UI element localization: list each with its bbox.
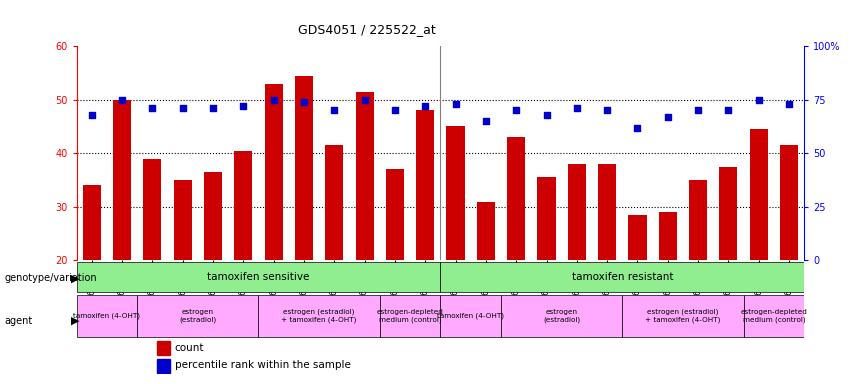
Point [691, 108, 705, 114]
Text: estrogen-depleted
medium (control): estrogen-depleted medium (control) [377, 309, 443, 323]
Bar [719, 167, 738, 260]
Bar [356, 92, 374, 260]
Bar [440, 295, 501, 337]
Point [448, 101, 462, 107]
Text: estrogen (estradiol)
+ tamoxifen (4-OHT): estrogen (estradiol) + tamoxifen (4-OHT) [282, 308, 357, 323]
Text: estrogen
(estradiol): estrogen (estradiol) [180, 309, 216, 323]
Bar [628, 215, 647, 260]
Point [570, 105, 584, 111]
Point [631, 124, 644, 131]
Text: estrogen (estradiol)
+ tamoxifen (4-OHT): estrogen (estradiol) + tamoxifen (4-OHT) [645, 308, 721, 323]
Text: ▶: ▶ [71, 273, 79, 283]
Bar [780, 145, 798, 260]
Point [176, 105, 190, 111]
Bar [598, 164, 616, 260]
Bar [113, 100, 131, 260]
Bar [157, 341, 169, 355]
Text: tamoxifen resistant: tamoxifen resistant [572, 272, 673, 282]
Bar [325, 145, 343, 260]
Bar [744, 295, 804, 337]
Text: count: count [174, 343, 204, 353]
Bar [477, 202, 495, 260]
Bar [568, 164, 585, 260]
Bar [259, 295, 380, 337]
Point [297, 99, 311, 105]
Bar [386, 169, 404, 260]
Bar [137, 295, 259, 337]
Point [752, 97, 766, 103]
Point [115, 97, 129, 103]
Point [357, 97, 371, 103]
Point [661, 114, 675, 120]
Text: estrogen-depleted
medium (control): estrogen-depleted medium (control) [740, 309, 808, 323]
Bar [622, 295, 744, 337]
Text: tamoxifen (4-OHT): tamoxifen (4-OHT) [73, 313, 140, 319]
Bar [501, 295, 622, 337]
Text: tamoxifen (4-OHT): tamoxifen (4-OHT) [437, 313, 504, 319]
Text: ▶: ▶ [71, 316, 79, 326]
Bar [174, 180, 191, 260]
Text: percentile rank within the sample: percentile rank within the sample [174, 360, 351, 370]
Bar [507, 137, 525, 260]
Text: genotype/variation: genotype/variation [4, 273, 97, 283]
Bar [294, 76, 313, 260]
Bar [538, 177, 556, 260]
Text: tamoxifen sensitive: tamoxifen sensitive [208, 272, 310, 282]
Bar [659, 212, 677, 260]
Bar [83, 185, 100, 260]
Point [206, 105, 220, 111]
Bar [204, 172, 222, 260]
Bar [416, 111, 434, 260]
Point [419, 103, 432, 109]
Text: estrogen
(estradiol): estrogen (estradiol) [543, 309, 580, 323]
Bar [380, 295, 440, 337]
Point [540, 112, 553, 118]
Bar [440, 262, 804, 292]
Text: GDS4051 / 225522_at: GDS4051 / 225522_at [298, 23, 436, 36]
Bar [689, 180, 707, 260]
Point [388, 108, 402, 114]
Bar [157, 359, 169, 372]
Point [479, 118, 493, 124]
Bar [143, 159, 162, 260]
Bar [77, 262, 440, 292]
Bar [447, 126, 465, 260]
Bar [750, 129, 768, 260]
Point [328, 108, 341, 114]
Bar [234, 151, 253, 260]
Point [267, 97, 281, 103]
Point [600, 108, 614, 114]
Bar [77, 295, 137, 337]
Point [237, 103, 250, 109]
Text: agent: agent [4, 316, 32, 326]
Point [510, 108, 523, 114]
Point [146, 105, 159, 111]
Point [782, 101, 796, 107]
Point [85, 112, 99, 118]
Point [722, 108, 735, 114]
Bar [265, 84, 283, 260]
